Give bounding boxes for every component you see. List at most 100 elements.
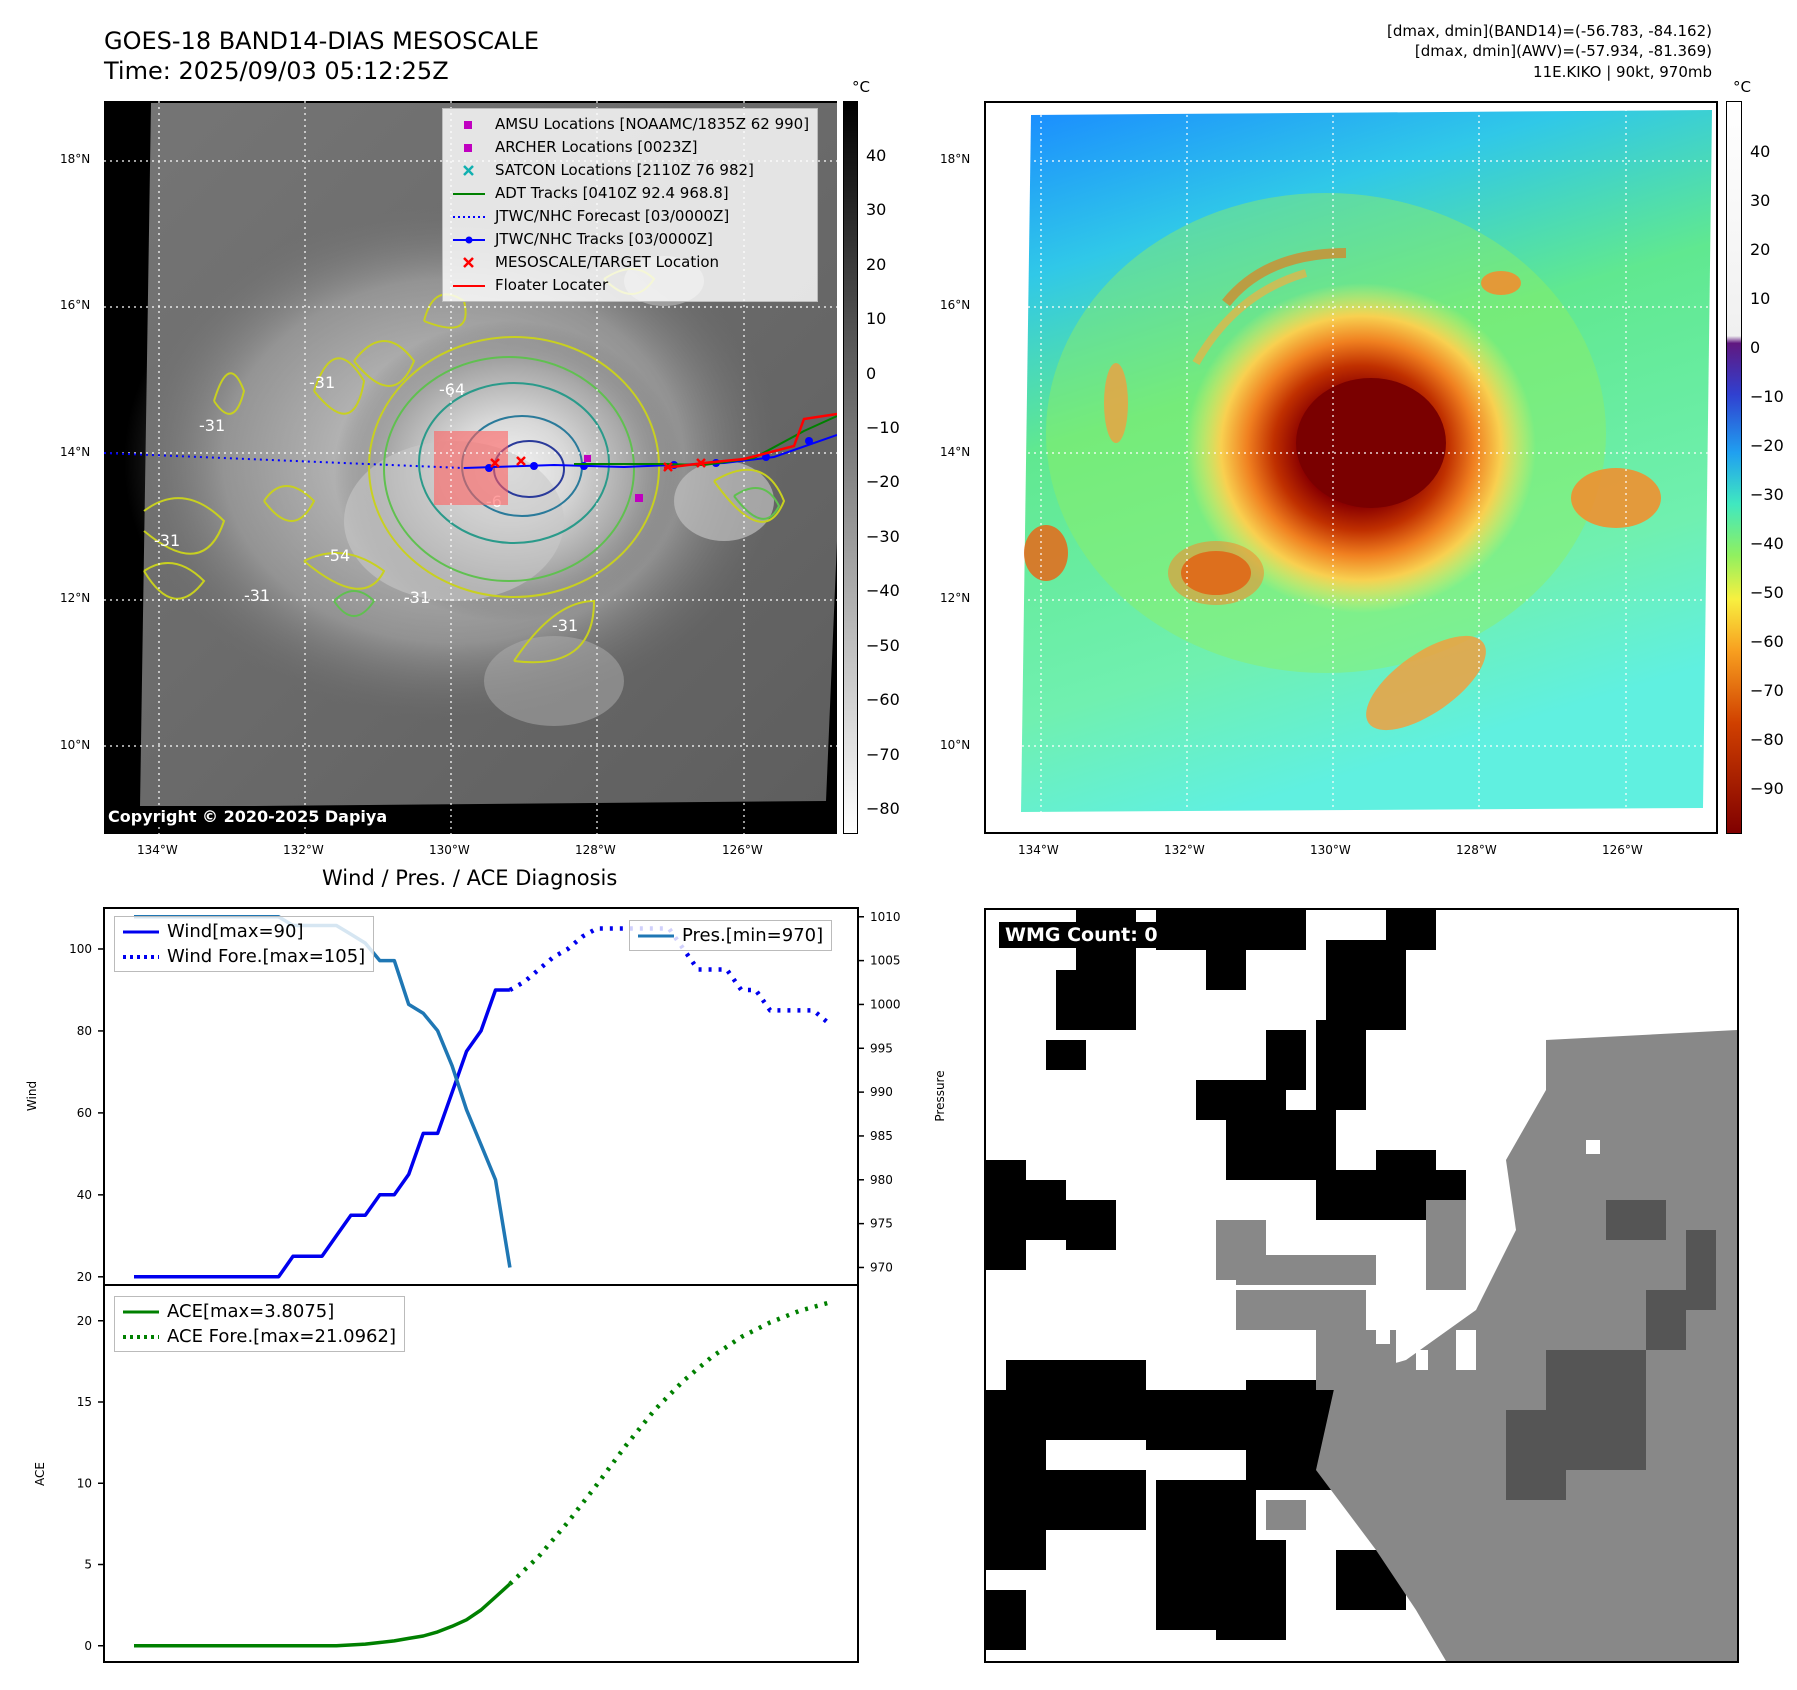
cb-tick: −60 xyxy=(866,690,900,709)
jtwc-forecast-track xyxy=(104,452,465,469)
contour-label: -31 xyxy=(154,531,180,550)
wind-axis: 20 40 60 80 100 xyxy=(69,942,104,1284)
contour-label: -31 xyxy=(309,373,335,392)
lon-label: 128°W xyxy=(575,843,616,857)
info-line-3: 11E.KIKO | 90kt, 970mb xyxy=(1533,63,1712,81)
y-tick-right-label: 995 xyxy=(870,1041,893,1055)
lat-label: 16°N xyxy=(940,298,971,312)
wind-series-line xyxy=(134,988,510,1279)
pressure-axis: 970 975 980 985 990 995 1000 1005 1010 xyxy=(858,910,901,1274)
cb-tick: −20 xyxy=(1750,436,1784,455)
ace-axis: 0 5 10 15 20 xyxy=(77,1314,104,1653)
legend-item: ADT Tracks [0410Z 92.4 968.8] xyxy=(453,184,729,202)
cb-tick: −80 xyxy=(866,799,900,818)
info-line-2: [dmax, dmin](AWV)=(-57.934, -81.369) xyxy=(1414,42,1712,60)
copyright-text: Copyright © 2020-2025 Dapiya xyxy=(104,806,392,827)
y-tick-right-label: 985 xyxy=(870,1129,893,1143)
pressure-ylabel: Pressure xyxy=(933,1070,947,1121)
awv-map-panel xyxy=(984,101,1718,834)
diagnosis-title: Wind / Pres. / ACE Diagnosis xyxy=(322,866,618,890)
contour-label: -54 xyxy=(324,546,350,565)
y-tick-label: 60 xyxy=(77,1106,92,1120)
lat-label: 14°N xyxy=(60,445,91,459)
y-tick-label: 5 xyxy=(84,1558,92,1572)
map-title: GOES-18 BAND14-DIAS MESOSCALE xyxy=(104,27,540,55)
contour-label: -31 xyxy=(552,616,578,635)
lat-label: 14°N xyxy=(940,445,971,459)
legend-item: MESOSCALE/TARGET Location xyxy=(451,251,809,274)
awv-map-image xyxy=(986,103,1716,832)
pressure-legend: Pres.[min=970] xyxy=(629,920,833,951)
lon-label: 130°W xyxy=(429,843,470,857)
y-tick-right-label: 1000 xyxy=(870,997,901,1011)
y-tick-right-label: 990 xyxy=(870,1085,893,1099)
cb-tick: 0 xyxy=(1750,338,1761,357)
lat-label: 10°N xyxy=(60,738,91,752)
lon-label: 132°W xyxy=(283,843,324,857)
wind-legend: Wind[max=90] Wind Fore.[max=105] xyxy=(114,916,375,972)
lat-label: 18°N xyxy=(940,152,971,166)
archer-marker xyxy=(635,494,643,502)
y-tick-right-label: 1005 xyxy=(870,954,901,968)
y-tick-right-label: 1010 xyxy=(870,910,901,924)
legend-item: SATCON Locations [2110Z 76 982] xyxy=(451,159,809,182)
cb-tick: 10 xyxy=(1750,289,1771,308)
legend-item: ACE Fore.[max=21.0962] xyxy=(123,1326,396,1347)
cb-tick: −50 xyxy=(1750,583,1784,602)
ace-frame xyxy=(103,1284,859,1663)
legend-item: Wind Fore.[max=105] xyxy=(123,946,366,967)
cb-tick: 30 xyxy=(1750,191,1771,210)
colorbar-color-unit: °C xyxy=(1733,78,1751,96)
legend-item: Pres.[min=970] xyxy=(638,925,824,946)
legend-item: ARCHER Locations [0023Z] xyxy=(451,136,809,159)
map-time: Time: 2025/09/03 05:12:25Z xyxy=(104,57,449,85)
cb-tick: −80 xyxy=(1750,730,1784,749)
chart-series xyxy=(134,915,830,1648)
lon-label: 126°W xyxy=(1602,843,1643,857)
y-tick-right-label: 980 xyxy=(870,1173,893,1187)
y-tick-label: 15 xyxy=(77,1395,92,1409)
y-tick-right-label: 970 xyxy=(870,1260,893,1274)
cb-tick: −40 xyxy=(866,581,900,600)
cb-tick: −90 xyxy=(1750,779,1784,798)
cb-tick: 40 xyxy=(1750,142,1771,161)
y-tick-right-label: 975 xyxy=(870,1217,893,1231)
legend-item: JTWC/NHC Tracks [03/0000Z] xyxy=(451,228,809,251)
cb-tick: 40 xyxy=(866,146,887,165)
lon-label: 128°W xyxy=(1456,843,1497,857)
y-tick-label: 20 xyxy=(77,1314,92,1328)
cb-tick: 20 xyxy=(1750,240,1771,259)
lat-label: 12°N xyxy=(940,591,971,605)
cb-tick: 30 xyxy=(866,200,887,219)
legend-item: Floater Locater xyxy=(453,276,609,294)
wmg-count-label: WMG Count: 0 xyxy=(999,922,1164,948)
lon-label: 132°W xyxy=(1164,843,1205,857)
target-markers xyxy=(490,456,706,472)
y-tick-label: 80 xyxy=(77,1024,92,1038)
lon-label: 126°W xyxy=(722,843,763,857)
contour-label: -31 xyxy=(199,416,225,435)
legend-item: Wind[max=90] xyxy=(123,921,304,942)
ace-forecast-series-line xyxy=(508,1300,829,1586)
cb-tick: −30 xyxy=(1750,485,1784,504)
map-legend: AMSU Locations [NOAAMC/1835Z 62 990] ARC… xyxy=(442,108,819,302)
legend-item: ACE[max=3.8075] xyxy=(123,1301,335,1322)
cb-tick: −60 xyxy=(1750,632,1784,651)
cb-tick: 10 xyxy=(866,309,887,328)
y-tick-label: 100 xyxy=(69,942,92,956)
y-tick-label: 10 xyxy=(77,1476,92,1490)
cb-tick: 20 xyxy=(866,255,887,274)
contour-label: -64 xyxy=(439,380,465,399)
lat-label: 12°N xyxy=(60,591,91,605)
cb-tick: −70 xyxy=(866,745,900,764)
lat-label: 18°N xyxy=(60,152,91,166)
colorbar-gray xyxy=(843,101,858,834)
ace-legend: ACE[max=3.8075] ACE Fore.[max=21.0962] xyxy=(114,1296,405,1352)
y-tick-label: 20 xyxy=(77,1270,92,1284)
ace-series-line xyxy=(134,1582,512,1648)
wmg-image xyxy=(986,910,1737,1661)
colorbar-gray-unit: °C xyxy=(852,78,870,96)
amsu-marker xyxy=(584,455,591,462)
info-line-1: [dmax, dmin](BAND14)=(-56.783, -84.162) xyxy=(1387,22,1712,40)
